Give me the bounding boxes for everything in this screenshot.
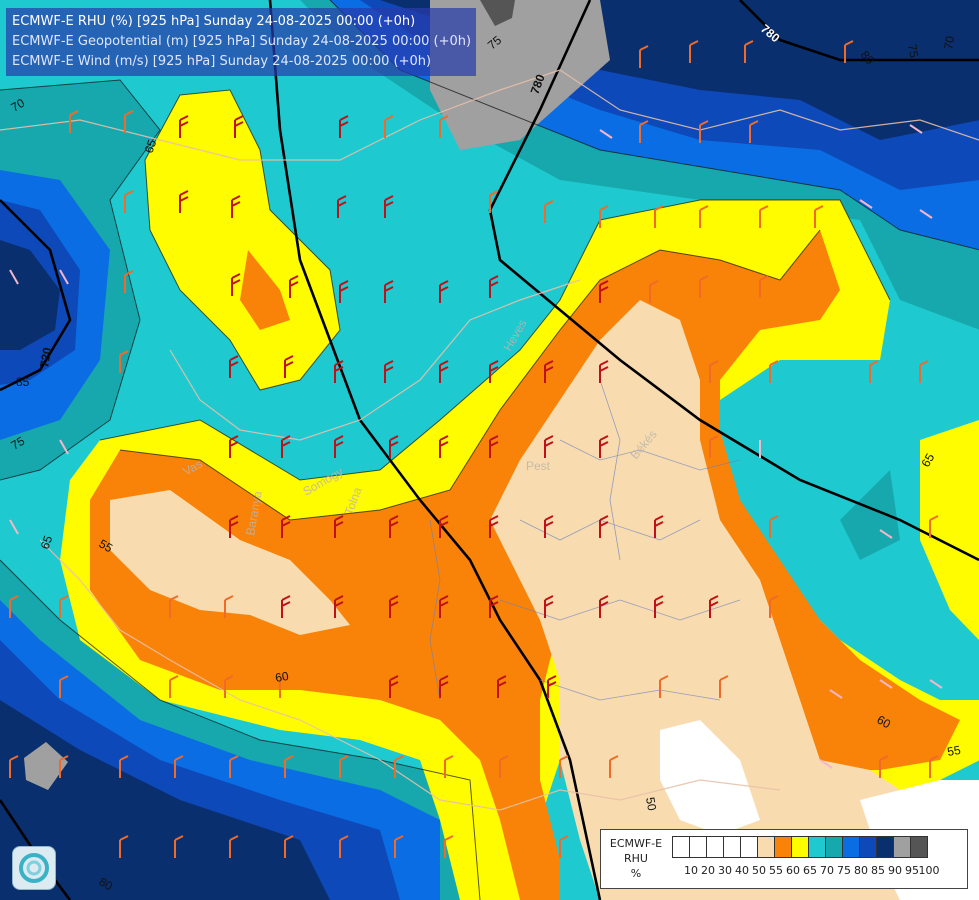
legend-tick-label: 40 [735, 864, 749, 877]
legend-tick-label: 60 [786, 864, 800, 877]
legend-tick-label: 90 [888, 864, 902, 877]
legend-swatch [740, 836, 758, 858]
contour-label-60-south: 60 [274, 669, 290, 685]
legend-swatch [842, 836, 860, 858]
legend-tick-label: 65 [803, 864, 817, 877]
legend-title-variable: RHU [624, 852, 648, 865]
contour-label-75-northeast: 75 [905, 43, 921, 59]
legend-title-unit: % [630, 867, 642, 880]
contour-label-65-southwest: 65 [38, 533, 56, 551]
legend-tick-label: 30 [718, 864, 732, 877]
legend-tick-label: 85 [871, 864, 885, 877]
legend-swatch [757, 836, 775, 858]
app-logo-icon [12, 846, 56, 890]
legend-tick-label: 50 [752, 864, 766, 877]
legend-swatch [689, 836, 707, 858]
rhu-title: ECMWF-E RHU (%) [925 hPa] Sunday 24-08-2… [12, 14, 416, 29]
legend: ECMWF-E RHU % 10 20 30 40 50 55 60 65 70 75 80 85 90… [600, 829, 968, 889]
legend-tick-label: 55 [769, 864, 783, 877]
contour-label-50-south: 50 [643, 796, 659, 812]
legend-title-model: ECMWF-E [609, 837, 663, 850]
legend-tick-label: 70 [820, 864, 834, 877]
legend-swatch [706, 836, 724, 858]
legend-swatch [893, 836, 911, 858]
legend-swatch [672, 836, 690, 858]
legend-swatch [808, 836, 826, 858]
legend-title: ECMWF-E RHU % [601, 836, 671, 881]
legend-swatch [910, 836, 928, 858]
legend-tick-label: 10 [684, 864, 698, 877]
contour-label-70-east: 70 [941, 35, 957, 51]
legend-swatches [672, 836, 928, 858]
contour-label-85-west: 85 [16, 375, 30, 389]
contour-label-65-northwest: 65 [142, 137, 160, 155]
contour-label-60-southeast: 60 [875, 712, 894, 731]
legend-swatch [825, 836, 843, 858]
legend-tick-label: 75 [837, 864, 851, 877]
legend-ticks: 10 20 30 40 50 55 60 65 70 75 80 85 90 95 100 [673, 864, 973, 878]
legend-tick-label: 80 [854, 864, 868, 877]
contour-label-75-west: 75 [9, 434, 28, 453]
legend-swatch [723, 836, 741, 858]
legend-swatch [876, 836, 894, 858]
contour-label-780-north: 780 [528, 72, 548, 96]
contour-label-55-southeast: 55 [946, 743, 962, 759]
map-info-box: ECMWF-E RHU (%) [925 hPa] Sunday 24-08-2… [6, 8, 476, 76]
geopotential-title: ECMWF-E Geopotential (m) [925 hPa] Sunda… [12, 34, 472, 49]
place-label-pest: Pest [526, 459, 551, 473]
contour-label-70-west: 70 [9, 96, 28, 115]
contour-label-720-west: 720 [37, 346, 54, 368]
legend-tick-label: 95 [905, 864, 919, 877]
legend-swatch [791, 836, 809, 858]
contour-label-65-east: 65 [918, 451, 937, 470]
legend-tick-label: 20 [701, 864, 715, 877]
legend-swatch [774, 836, 792, 858]
contour-label-80-southwest: 80 [97, 874, 116, 893]
legend-tick-label: 100 [918, 864, 940, 877]
wind-title: ECMWF-E Wind (m/s) [925 hPa] Sunday 24-0… [12, 54, 432, 69]
legend-swatch [859, 836, 877, 858]
contour-label-55-west: 55 [97, 536, 116, 555]
